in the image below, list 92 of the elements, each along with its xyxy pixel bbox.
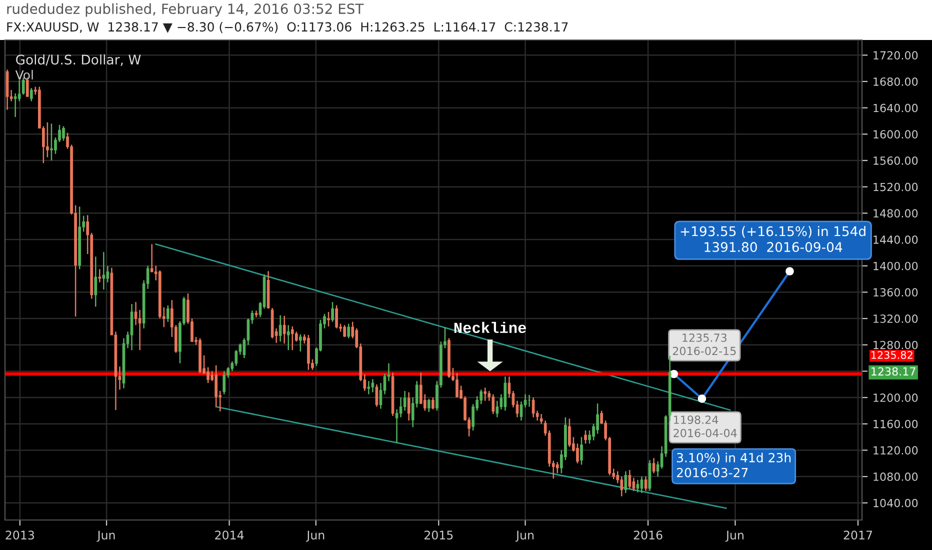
candlestick	[492, 394, 495, 415]
candlestick	[504, 376, 507, 412]
candlestick	[62, 126, 65, 142]
candlestick	[130, 303, 134, 351]
candlestick	[432, 396, 434, 410]
candlestick	[343, 324, 346, 338]
y-tick-label: 1680.00	[874, 77, 918, 86]
x-tick-label: Jun	[306, 530, 324, 542]
annotation: 1235.73 2016-02-15	[672, 333, 736, 356]
candlestick	[331, 301, 334, 322]
candlestick	[18, 80, 21, 102]
y-tick-label: 1560.00	[874, 156, 918, 165]
candlestick	[94, 256, 98, 308]
y-tick-label: 1320.00	[874, 314, 918, 323]
candlestick	[596, 402, 599, 434]
y-tick-label: 1720.00	[874, 51, 918, 60]
candlestick	[298, 334, 302, 352]
candlestick	[46, 122, 49, 158]
candlestick	[532, 396, 535, 418]
candlestick	[472, 403, 475, 432]
candlestick	[636, 479, 640, 493]
x-tick-label: 2015	[424, 530, 453, 540]
annotation: 3.10%) in 41d 23h 2016-03-27	[676, 452, 791, 478]
x-tick-label: 2016	[634, 530, 662, 540]
y-tick-label: 1200.00	[874, 394, 918, 402]
candlestick	[584, 430, 587, 444]
x-tick-label: 2014	[215, 530, 244, 540]
annotation: Neckline	[454, 322, 526, 334]
candlestick	[347, 323, 350, 339]
candlestick	[456, 372, 458, 398]
candlestick	[484, 387, 487, 402]
candlestick	[496, 400, 499, 418]
candlestick	[576, 442, 579, 464]
text: FX:XAUUSD, W 1238.17 ▼ −8.30 (−0.67%) O:1173.06 H:1263.25 L:1164.17 C:1238.17	[7, 22, 568, 34]
point	[698, 394, 706, 403]
candlestick	[214, 364, 218, 408]
annotation: 1198.24 2016-04-04	[674, 416, 737, 438]
candlestick	[620, 476, 624, 497]
candlestick	[282, 315, 286, 344]
candlestick	[278, 314, 282, 342]
candlestick	[624, 470, 628, 494]
candlestick	[580, 436, 583, 466]
y-tick-label: 1280.00	[874, 340, 918, 350]
candlestick	[138, 309, 142, 351]
candlestick	[480, 389, 483, 405]
text: rudedudez published, February 14, 2016 03:52 EST	[7, 3, 364, 17]
x-tick-label: Jun	[96, 530, 115, 542]
candlestick	[371, 378, 374, 393]
y-tick-label: 1520.00	[874, 182, 918, 192]
candlestick	[14, 92, 17, 118]
candlestick	[556, 461, 559, 474]
candlestick	[102, 251, 106, 290]
y-tick-label: 1080.00	[874, 472, 918, 481]
y-tick-label: 1480.00	[874, 209, 918, 218]
candlestick	[407, 392, 410, 422]
ref-line-label: 1235.82	[871, 351, 912, 359]
candlestick	[375, 384, 378, 408]
y-tick-label: 1360.00	[874, 288, 918, 297]
candlestick	[290, 326, 294, 351]
x-tick-label: 2013	[6, 530, 34, 540]
candlestick	[628, 469, 632, 490]
y-tick-label: 1120.00	[874, 446, 918, 455]
x-tick-label: 2017	[844, 530, 872, 540]
candlestick	[327, 311, 330, 328]
annotation: Vol	[15, 70, 33, 80]
y-tick-label: 1440.00	[874, 235, 918, 244]
y-tick-label: 1160.00	[874, 420, 918, 428]
candlestick	[294, 331, 298, 342]
candlestick	[367, 380, 370, 395]
y-tick-label: 1600.00	[874, 130, 918, 139]
candlestick	[222, 370, 226, 395]
x-tick-label: Jun	[515, 530, 534, 542]
candlestick	[419, 372, 422, 405]
candlestick	[50, 122, 53, 162]
candlestick	[568, 418, 571, 448]
x-tick-label: Jun	[725, 530, 744, 542]
text: Gold/U.S. Dollar, W	[16, 54, 141, 66]
candlestick	[588, 430, 591, 444]
candlestick	[427, 398, 430, 413]
text: 1238.17	[872, 367, 916, 376]
candlestick	[403, 390, 406, 412]
candlestick	[335, 304, 338, 330]
y-tick-label: 1400.00	[874, 262, 918, 270]
y-tick-label: 1640.00	[874, 104, 918, 112]
candlestick	[286, 324, 290, 351]
candlestick	[166, 304, 170, 322]
annotation: +193.55 (+16.15%) in 154d 1391.80 2016-09-04	[680, 226, 866, 252]
candlestick	[98, 268, 102, 283]
point	[786, 267, 794, 276]
y-tick-label: 1040.00	[874, 498, 918, 508]
candlestick	[206, 366, 210, 384]
candlestick	[30, 87, 33, 102]
